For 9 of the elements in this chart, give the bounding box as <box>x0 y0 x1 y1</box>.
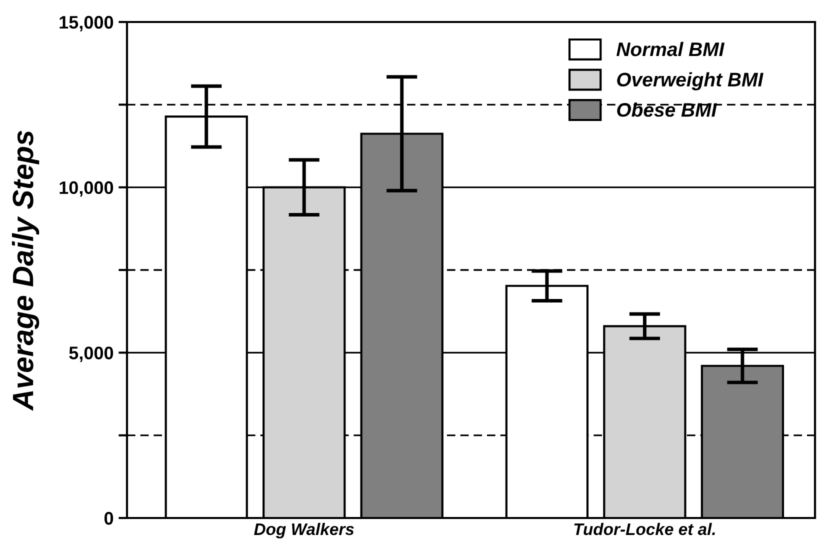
x-tick-label: Tudor-Locke et al. <box>574 522 715 536</box>
legend-label: Normal BMI <box>616 42 725 56</box>
y-tick-label: 10,000 <box>60 181 114 197</box>
y-tick-label: 15,000 <box>60 16 114 32</box>
y-axis-title: Average Daily Steps <box>12 130 40 411</box>
y-tick-label: 0 <box>104 512 114 525</box>
y-tick-label: 5,000 <box>69 346 114 362</box>
legend-label: Overweight BMI <box>617 72 764 90</box>
x-tick-label: Dog Walkers <box>254 522 354 538</box>
